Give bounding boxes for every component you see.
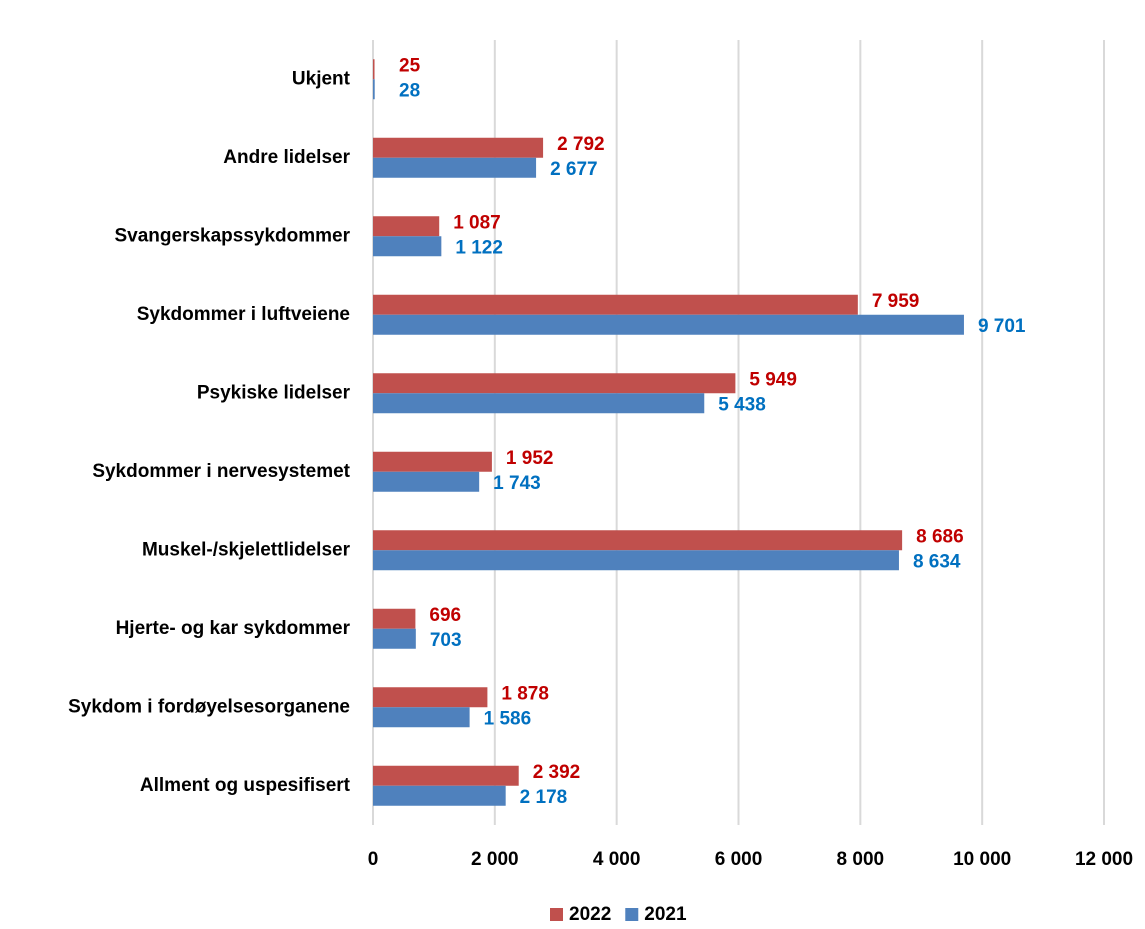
bar [373, 137, 544, 158]
value-label: 5 438 [718, 394, 766, 415]
legend-swatch [550, 908, 563, 921]
value-label: 2 178 [520, 787, 568, 808]
value-label: 2 392 [533, 762, 581, 783]
legend-swatch [625, 908, 639, 921]
value-label: 1 878 [501, 683, 549, 704]
value-label: 1 743 [493, 473, 541, 494]
value-label: 8 686 [916, 526, 964, 547]
bar [373, 216, 440, 237]
bar [373, 707, 470, 728]
bar [373, 79, 375, 100]
value-label: 8 634 [913, 551, 961, 572]
value-label: 1 087 [453, 212, 501, 233]
value-label: 2 677 [550, 159, 598, 180]
bar [373, 628, 416, 649]
value-label: 1 952 [506, 448, 554, 469]
x-tick-label: 10 000 [953, 849, 1011, 870]
y-tick-label: Sykdommer i luftveiene [137, 304, 350, 325]
legend-label: 2021 [644, 904, 687, 925]
y-tick-label: Sykdom i fordøyelsesorganene [68, 696, 350, 717]
bar [373, 451, 492, 472]
bar [373, 471, 480, 492]
bar [373, 393, 705, 414]
value-label: 1 122 [455, 237, 503, 258]
value-label: 696 [429, 605, 461, 626]
bar [373, 59, 375, 80]
legend-label: 2022 [569, 904, 611, 925]
value-label: 2 792 [557, 134, 605, 155]
value-label: 28 [399, 80, 420, 101]
x-tick-label: 0 [368, 849, 379, 870]
bar [373, 785, 506, 806]
x-tick-label: 2 000 [471, 849, 519, 870]
bar [373, 608, 416, 629]
x-tick-label: 4 000 [593, 849, 641, 870]
y-tick-label: Sykdommer i nervesystemet [92, 461, 350, 482]
bar [373, 687, 488, 708]
bar [373, 530, 903, 551]
x-tick-label: 12 000 [1075, 849, 1133, 870]
value-label: 5 949 [749, 369, 797, 390]
y-tick-label: Psykiske lidelser [197, 382, 351, 403]
bar [373, 314, 964, 335]
y-tick-label: Svangerskapssykdommer [114, 225, 350, 246]
y-tick-label: Andre lidelser [223, 147, 350, 168]
value-label: 1 586 [484, 708, 532, 729]
x-tick-label: 8 000 [837, 849, 885, 870]
value-label: 9 701 [978, 316, 1026, 337]
y-tick-label: Muskel-/skjelettlidelser [142, 539, 351, 560]
value-label: 703 [430, 630, 462, 651]
y-tick-label: Hjerte- og kar sykdommer [116, 618, 351, 639]
bar [373, 373, 736, 394]
bar [373, 236, 442, 257]
bar [373, 294, 858, 315]
y-tick-label: Allment og uspesifisert [140, 775, 351, 796]
value-label: 7 959 [872, 291, 920, 312]
x-tick-label: 6 000 [715, 849, 763, 870]
bar [373, 157, 537, 178]
bar [373, 550, 899, 571]
value-label: 25 [399, 55, 421, 76]
y-tick-label: Ukjent [292, 68, 351, 89]
bar [373, 765, 519, 786]
